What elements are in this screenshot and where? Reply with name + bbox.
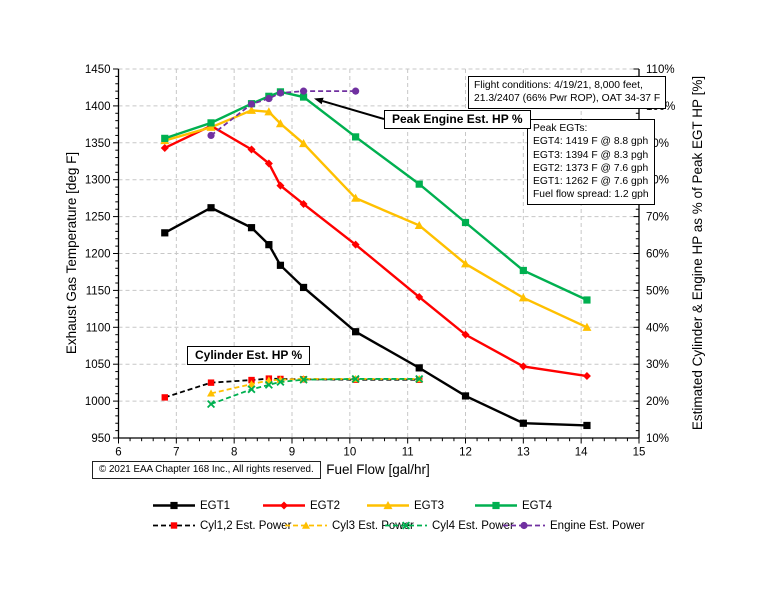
- svg-text:70%: 70%: [646, 212, 669, 224]
- y-right-axis-title: Estimated Cylinder & Engine HP as % of P…: [690, 76, 705, 430]
- gridlines: [118, 68, 639, 438]
- legend-label: EGT1: [200, 499, 231, 512]
- legend-swatch-engine-power: [503, 521, 545, 530]
- svg-text:13: 13: [517, 447, 530, 459]
- legend-label: EGT3: [414, 499, 445, 512]
- svg-text:60%: 60%: [646, 249, 669, 261]
- svg-text:1350: 1350: [85, 138, 111, 150]
- legend-label: EGT2: [310, 499, 341, 512]
- peak-egts-line: EGT1: 1262 F @ 7.6 gph: [533, 176, 649, 188]
- tick-labels: 6 7 8 9 10 11 12 13 14 15 950 1000 1050 1100 1150 1200 1…: [85, 64, 676, 459]
- svg-text:1050: 1050: [85, 359, 111, 371]
- svg-text:1200: 1200: [85, 249, 111, 261]
- cylinder-hp-label: Cylinder Est. HP %: [187, 346, 311, 365]
- peak-engine-hp-label: Peak Engine Est. HP %: [384, 110, 531, 129]
- legend-swatch-egt2: [263, 501, 305, 510]
- legend-item-egt2: EGT2: [262, 499, 340, 512]
- svg-text:8: 8: [231, 447, 237, 459]
- svg-text:7: 7: [173, 447, 179, 459]
- legend-swatch-cyl4-power: [385, 521, 427, 530]
- y-left-axis-title: Exhaust Gas Temperature [deg F]: [64, 152, 79, 354]
- svg-text:9: 9: [289, 447, 295, 459]
- peak-egts-line: Fuel flow spread: 1.2 gph: [533, 189, 649, 201]
- series-egt1: [161, 204, 591, 430]
- series-cyl3-est-power: [207, 374, 424, 397]
- svg-text:1250: 1250: [85, 212, 111, 224]
- svg-text:14: 14: [575, 447, 588, 459]
- legend-item-egt1: EGT1: [152, 499, 230, 512]
- peak-egts-line: EGT3: 1394 F @ 8.3 pgh: [533, 149, 649, 161]
- svg-text:1100: 1100: [86, 322, 111, 334]
- legend-label: Cyl4 Est. Power: [432, 519, 514, 532]
- svg-text:10: 10: [343, 447, 356, 459]
- legend-label: Cyl1,2 Est. Power: [200, 519, 292, 532]
- svg-text:1150: 1150: [86, 285, 111, 297]
- x-axis-title: Fuel Flow [gal/hr]: [326, 462, 430, 477]
- svg-text:15: 15: [633, 447, 646, 459]
- peak-egts-box: Peak EGTs: EGT4: 1419 F @ 8.8 gph EGT3: …: [527, 119, 655, 205]
- copyright-box: © 2021 EAA Chapter 168 Inc., All rights …: [92, 461, 321, 479]
- legend-label: EGT4: [522, 499, 553, 512]
- svg-text:30%: 30%: [646, 359, 669, 371]
- svg-text:1450: 1450: [85, 64, 111, 76]
- legend-item-engine-power: Engine Est. Power: [502, 519, 645, 532]
- chart-plot: Exhaust Gas Temperature [deg F] Estimate…: [64, 64, 705, 477]
- svg-text:6: 6: [115, 447, 121, 459]
- svg-text:950: 950: [91, 433, 110, 445]
- svg-text:20%: 20%: [646, 396, 669, 408]
- svg-text:110%: 110%: [646, 64, 675, 76]
- flight-conditions-line2: 21.3/2407 (66% Pwr ROP), OAT 34-37 F: [474, 93, 661, 105]
- flight-conditions-box: Flight conditions: 4/19/21, 8,000 feet, …: [468, 76, 667, 109]
- svg-text:1400: 1400: [85, 101, 111, 113]
- legend-label: Engine Est. Power: [550, 519, 645, 532]
- legend-swatch-egt4: [475, 501, 517, 510]
- svg-text:1300: 1300: [85, 175, 111, 187]
- legend-item-cyl3-power: Cyl3 Est. Power: [284, 519, 414, 532]
- legend-item-cyl4-power: Cyl4 Est. Power: [384, 519, 514, 532]
- svg-text:1000: 1000: [85, 396, 111, 408]
- peak-engine-arrow: [314, 97, 385, 120]
- peak-egts-line: EGT2: 1373 F @ 7.6 gph: [533, 162, 649, 174]
- legend-swatch-egt3: [367, 501, 409, 510]
- svg-text:11: 11: [402, 447, 414, 459]
- svg-text:12: 12: [459, 447, 472, 459]
- svg-text:50%: 50%: [646, 285, 669, 297]
- legend-item-egt4: EGT4: [474, 499, 552, 512]
- series-cyl4-est-power: [206, 374, 424, 409]
- series-engine-est-power: [207, 87, 360, 140]
- legend-swatch-cyl3-power: [285, 521, 327, 529]
- legend-item-cyl12-power: Cyl1,2 Est. Power: [152, 519, 291, 532]
- series-egt3: [160, 105, 592, 331]
- svg-text:10%: 10%: [646, 433, 669, 445]
- peak-egts-line: EGT4: 1419 F @ 8.8 gph: [533, 136, 649, 148]
- peak-egts-title: Peak EGTs:: [533, 123, 588, 134]
- series-egt2: [160, 121, 591, 381]
- legend-label: Cyl3 Est. Power: [332, 519, 414, 532]
- flight-conditions-line1: Flight conditions: 4/19/21, 8,000 feet,: [474, 80, 643, 91]
- legend-swatch-egt1: [153, 501, 195, 510]
- legend-swatch-cyl12-power: [153, 522, 195, 529]
- legend-item-egt3: EGT3: [366, 499, 444, 512]
- svg-text:40%: 40%: [646, 322, 669, 334]
